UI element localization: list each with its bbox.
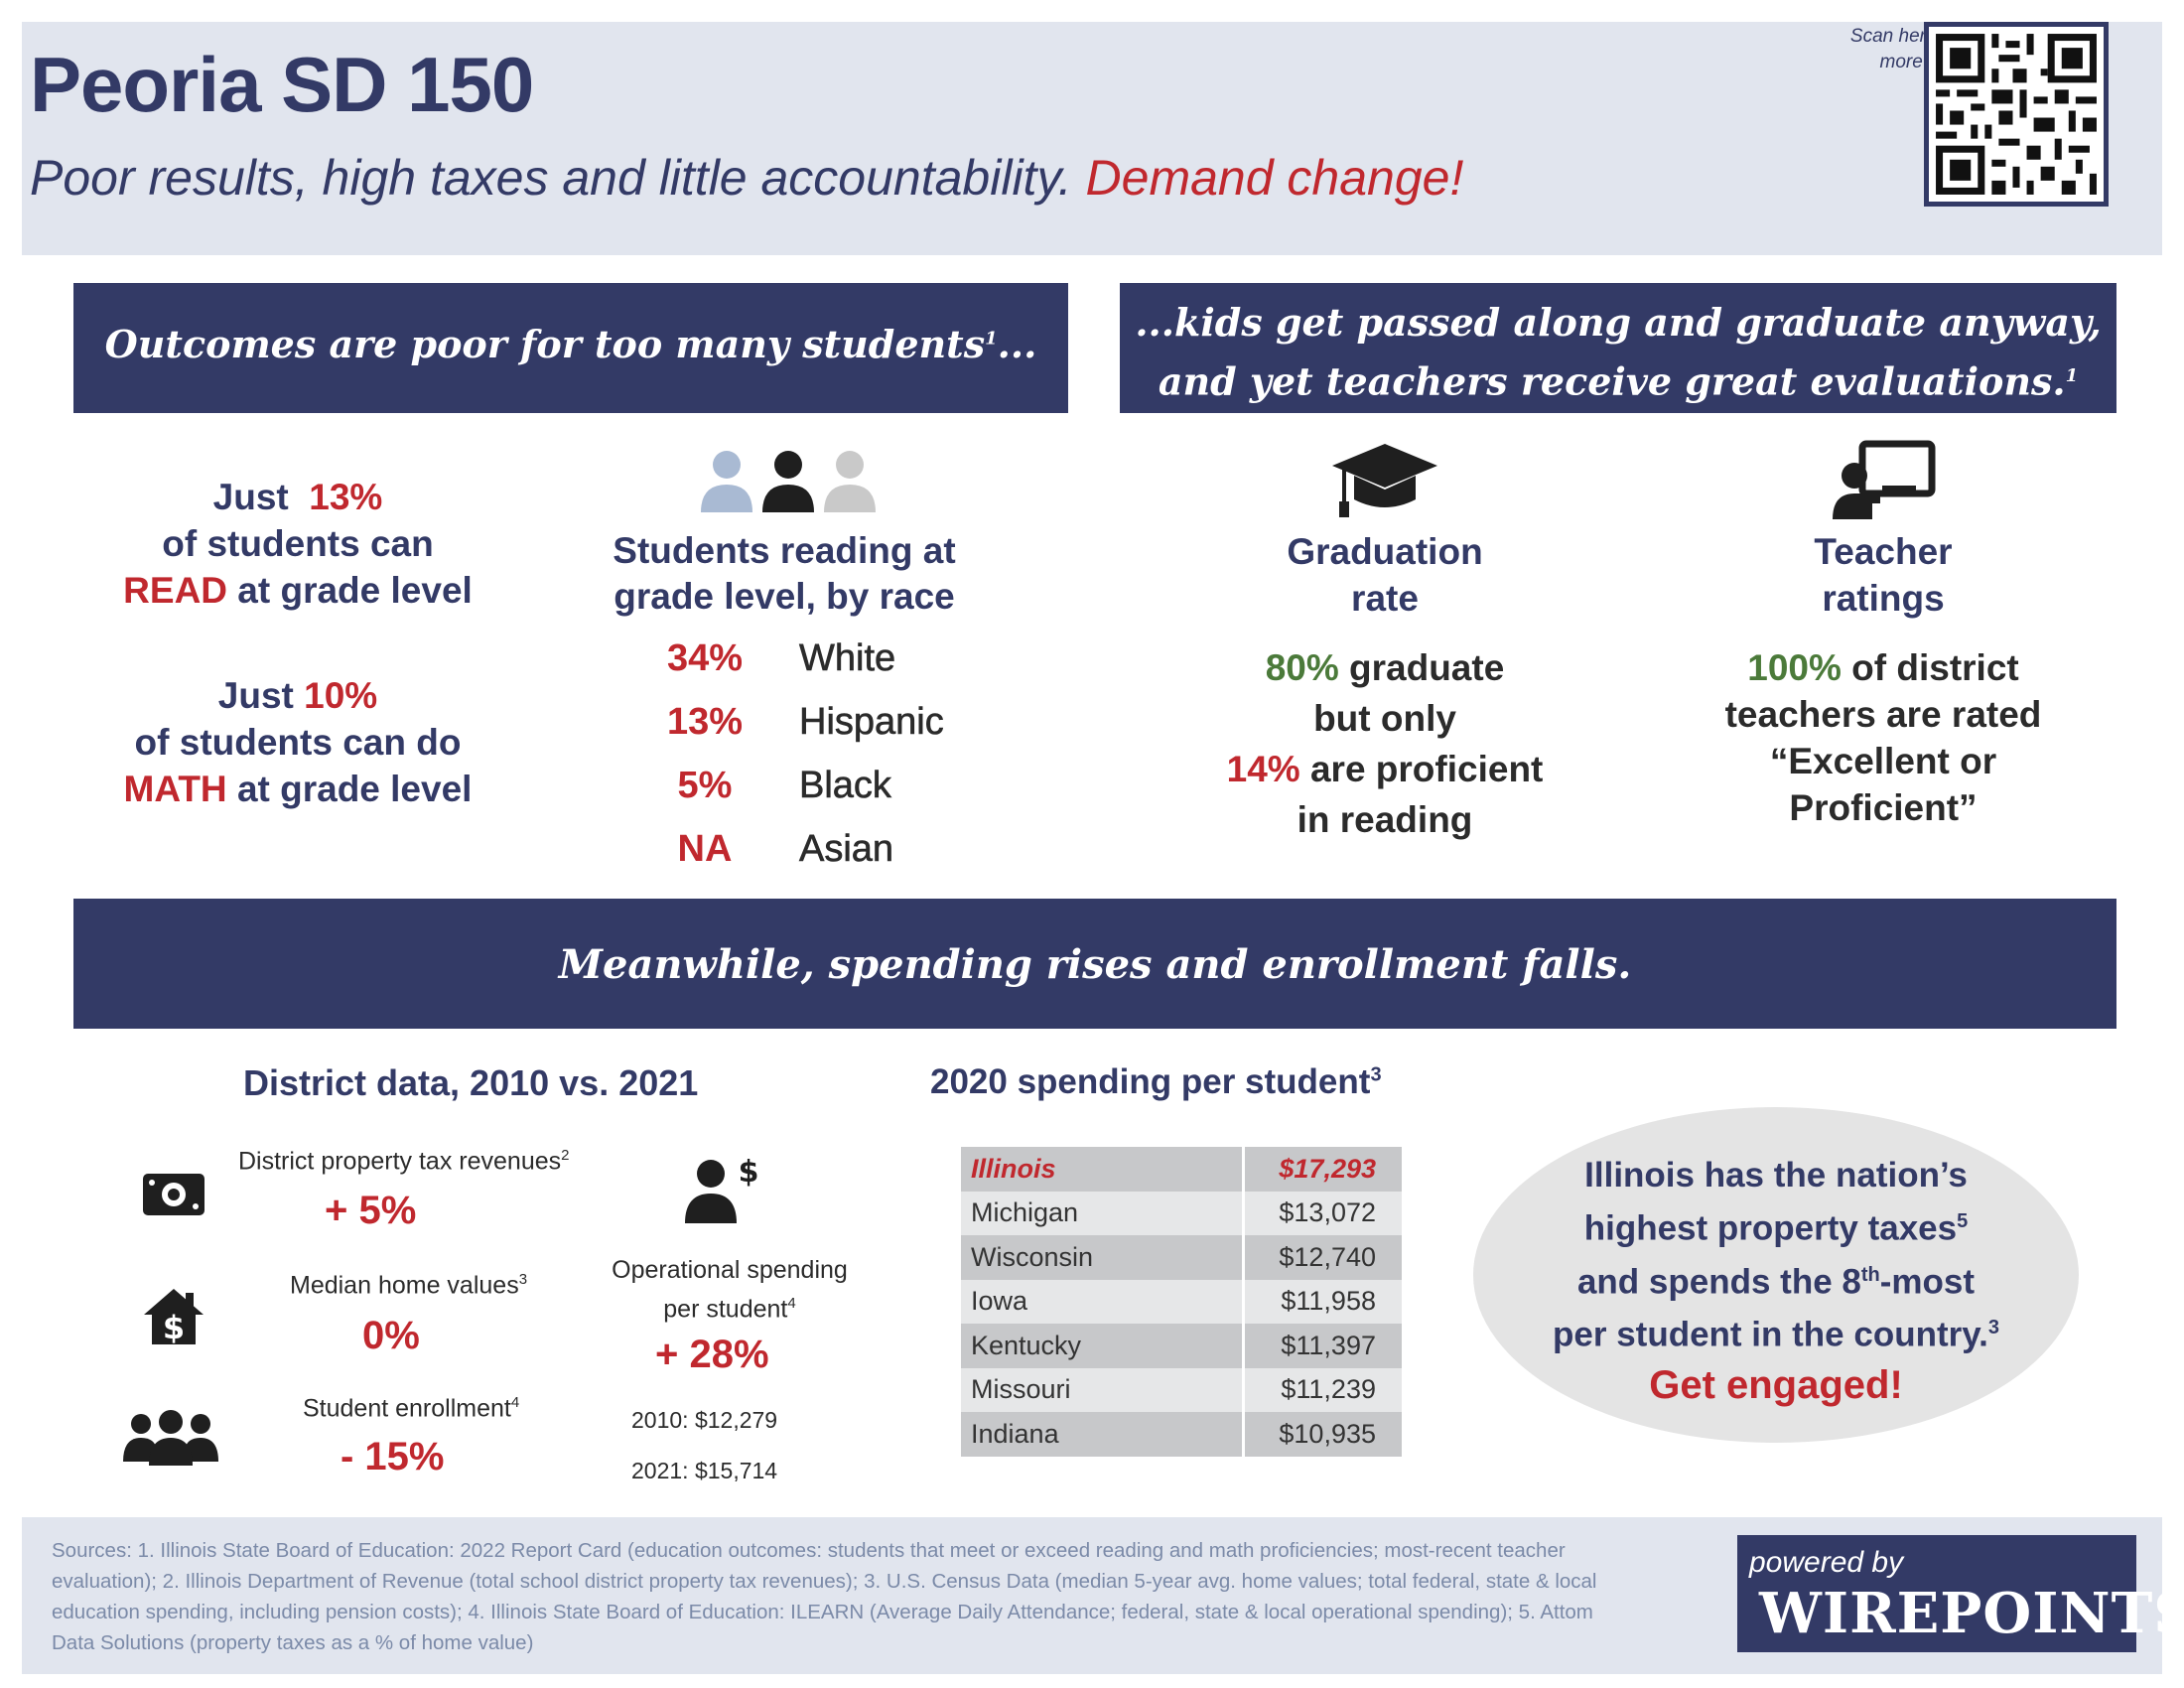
value-cell: $11,958 [1242,1279,1402,1324]
teacher-title: Teacher ratings [1814,531,1953,619]
value-cell: $17,293 [1242,1147,1402,1192]
state-cell: Indiana [961,1412,1244,1457]
callout-oval [1473,1107,2079,1443]
graduation-title: Graduation rate [1287,531,1483,619]
value-cell: $10,935 [1242,1412,1402,1457]
sources-text: Sources: 1. Illinois State Board of Educ… [52,1539,1597,1654]
spending-banner-text: Meanwhile, spending rises and enrollment… [558,941,1632,988]
math-outcome: Just 10% of students can do MATH at grad… [123,675,473,809]
tax-value: + 5% [325,1189,417,1232]
teacher-stat: 100% of district teachers are rated “Exc… [1724,647,2042,828]
state-cell: Wisconsin [961,1235,1244,1280]
subtitle-main: Poor results, high taxes and little acco… [30,150,1072,206]
svg-text:$: $ [739,1155,759,1190]
state-cell: Missouri [961,1367,1244,1412]
group-icon [121,1410,220,1466]
race-row: 13% Hispanic [666,701,944,744]
teacher-board-icon [1833,440,1936,519]
page-title: Peoria SD 150 [30,41,534,128]
callout-cta: Get engaged! [1649,1362,1903,1407]
wirepoints-logo[interactable] [1737,1535,2136,1652]
subtitle-cta: Demand change! [1085,150,1464,206]
evaluations-banner [1120,283,2116,413]
operational-2021: 2021: $15,714 [631,1458,778,1483]
race-list: 34% White 13% Hispanic 5% Black NA Asian [650,637,944,892]
value-cell: $11,239 [1242,1367,1402,1412]
powered-by-label: powered by [1749,1546,1904,1579]
value-cell: $13,072 [1242,1191,1402,1235]
evaluations-banner-text: ...kids get passed along and graduate an… [1135,300,2102,404]
money-bill-icon [141,1170,206,1219]
operational-label: Operational spending per student4 [612,1256,848,1324]
district-title: District data, 2010 vs. 2021 [243,1062,699,1103]
person-dollar-icon: $ [685,1154,764,1223]
house-dollar-icon: $ [142,1287,205,1346]
brand-name: WIREPOINTS [1759,1581,2184,1646]
value-cell: $12,740 [1242,1235,1402,1280]
operational-value: + 28% [655,1333,769,1376]
table-row: Wisconsin $12,740 [961,1235,1402,1280]
reading-outcome: Just 13% of students can READ at grade l… [123,477,473,611]
graduation-cap-icon [1330,442,1439,521]
value-cell: $11,397 [1242,1324,1402,1368]
race-row: 5% Black [677,765,892,807]
table-row: Michigan $13,072 [961,1191,1402,1235]
state-cell: Illinois [961,1147,1244,1192]
operational-2010: 2010: $12,279 [631,1407,778,1433]
enrollment-value: - 15% [341,1435,445,1478]
header-panel [22,22,2162,255]
home-label: Median home values3 [290,1271,528,1300]
graduation-stat: 80% graduate but only 14% are proficient… [1226,647,1544,840]
spending-table: Illinois $17,293 Michigan $13,072 Wisconsi… [961,1147,1402,1457]
race-row: 34% White [666,637,896,680]
spending-title: 2020 spending per student3 [930,1062,1382,1101]
tax-label: District property tax revenues2 [238,1147,570,1176]
race-row: NA Asian [677,828,894,871]
table-row: Kentucky $11,397 [961,1324,1402,1368]
state-cell: Kentucky [961,1324,1244,1368]
outcomes-banner [73,283,1068,413]
state-cell: Michigan [961,1191,1244,1235]
qr-code-icon[interactable] [1924,22,2109,207]
home-value: 0% [362,1314,420,1357]
table-row: Indiana $10,935 [961,1412,1402,1457]
table-row: Missouri $11,239 [961,1367,1402,1412]
table-row: Iowa $11,958 [961,1279,1402,1324]
table-row: Illinois $17,293 [961,1147,1402,1192]
enrollment-label: Student enrollment4 [303,1394,520,1423]
people-icon [699,449,878,514]
race-title: Students reading at grade level, by race [613,530,956,617]
outcomes-banner-text: Outcomes are poor for too many students1… [104,322,1037,366]
callout-text: Illinois has the nation’s highest proper… [1483,1152,2069,1409]
spending-banner [73,899,2116,1029]
state-cell: Iowa [961,1279,1244,1324]
page-subtitle: Poor results, high taxes and little acco… [30,149,1463,207]
svg-text:$: $ [163,1309,185,1346]
